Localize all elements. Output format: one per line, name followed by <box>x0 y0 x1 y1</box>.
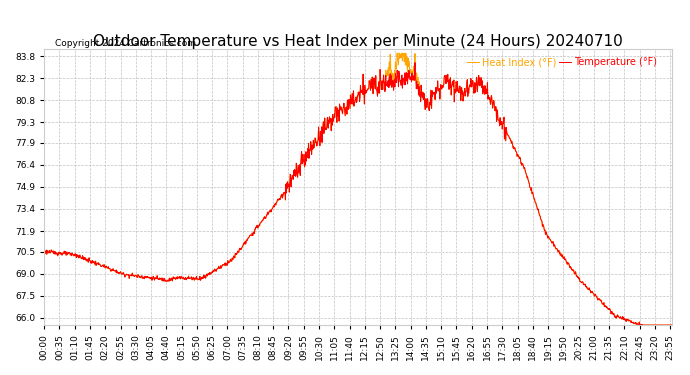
Heat Index (°F) <box>635 323 644 327</box>
Line: Temperature (°F): Temperature (°F) <box>44 63 672 325</box>
Temperature (°F) <box>456 86 464 91</box>
Temperature (°F) <box>668 323 676 327</box>
Heat Index (°F) <box>250 230 258 234</box>
Heat Index (°F) <box>40 251 48 255</box>
Heat Index (°F) <box>164 278 172 282</box>
Temperature (°F) <box>538 224 546 229</box>
Temperature (°F) <box>179 276 188 281</box>
Heat Index (°F) <box>668 323 676 327</box>
Legend: Heat Index (°F), Temperature (°F): Heat Index (°F), Temperature (°F) <box>464 54 661 71</box>
Heat Index (°F) <box>538 224 546 229</box>
Heat Index (°F) <box>393 51 402 56</box>
Temperature (°F) <box>635 323 644 327</box>
Temperature (°F) <box>411 60 419 65</box>
Temperature (°F) <box>593 298 602 302</box>
Heat Index (°F) <box>456 86 464 91</box>
Title: Outdoor Temperature vs Heat Index per Minute (24 Hours) 20240710: Outdoor Temperature vs Heat Index per Mi… <box>93 34 623 49</box>
Temperature (°F) <box>164 278 172 282</box>
Temperature (°F) <box>250 230 258 234</box>
Temperature (°F) <box>40 251 48 255</box>
Heat Index (°F) <box>593 298 602 302</box>
Line: Heat Index (°F): Heat Index (°F) <box>44 53 672 325</box>
Heat Index (°F) <box>179 276 188 281</box>
Text: Copyright 2024 Cartronics.com: Copyright 2024 Cartronics.com <box>55 39 196 48</box>
